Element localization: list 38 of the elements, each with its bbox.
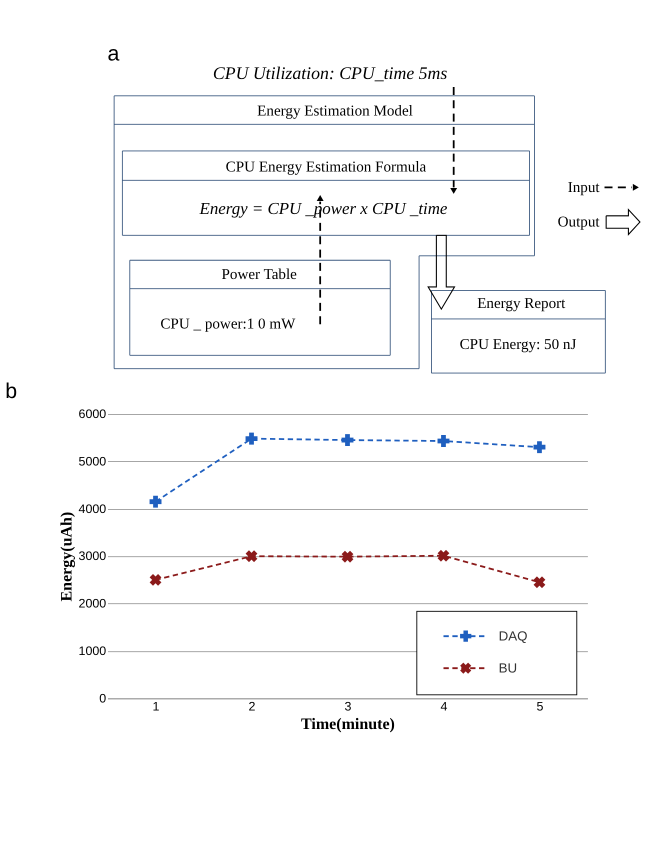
text: Energy Estimation Model xyxy=(257,103,413,120)
point xyxy=(150,496,162,508)
point xyxy=(342,550,354,563)
text: Power Table xyxy=(222,266,298,283)
text: CPU Energy Estimation Formula xyxy=(226,159,427,176)
point xyxy=(246,550,258,562)
text: Output xyxy=(558,214,600,230)
y-tick-label: 5000 xyxy=(78,454,106,468)
y-tick-label: 6000 xyxy=(78,406,106,421)
text: CPU Utilization: CPU_time 5ms xyxy=(212,62,448,83)
y-tick-label: 4000 xyxy=(78,502,106,516)
text: a xyxy=(108,41,120,66)
x-tick-label: 5 xyxy=(536,699,544,714)
point xyxy=(534,441,546,454)
text: CPU _ power:1 0 mW xyxy=(160,316,296,333)
y-tick-label: 3000 xyxy=(78,549,106,564)
x-tick-label: 2 xyxy=(248,699,256,714)
y-tick-label: 2000 xyxy=(78,596,106,611)
point xyxy=(342,434,354,446)
text: Input xyxy=(568,180,600,196)
y-axis-title: Energy(uAh) xyxy=(58,512,76,602)
x-tick-label: 1 xyxy=(152,699,160,714)
text: Energy = CPU _power x CPU _time xyxy=(198,199,448,218)
chart-title: b xyxy=(5,379,18,403)
point xyxy=(150,574,162,586)
text: Energy Report xyxy=(477,296,566,312)
y-tick-label: 0 xyxy=(99,691,106,706)
point xyxy=(438,550,450,562)
x-tick-label: 3 xyxy=(344,699,352,714)
legend-label: DAQ xyxy=(498,628,528,644)
point xyxy=(534,576,546,588)
text: CPU Energy: 50 nJ xyxy=(460,337,576,354)
point xyxy=(246,432,258,445)
point xyxy=(438,435,450,447)
y-tick-label: 1000 xyxy=(78,644,106,658)
x-tick-label: 4 xyxy=(440,699,448,714)
x-axis-title: Time(minute) xyxy=(301,716,395,734)
legend-label: BU xyxy=(498,660,518,676)
